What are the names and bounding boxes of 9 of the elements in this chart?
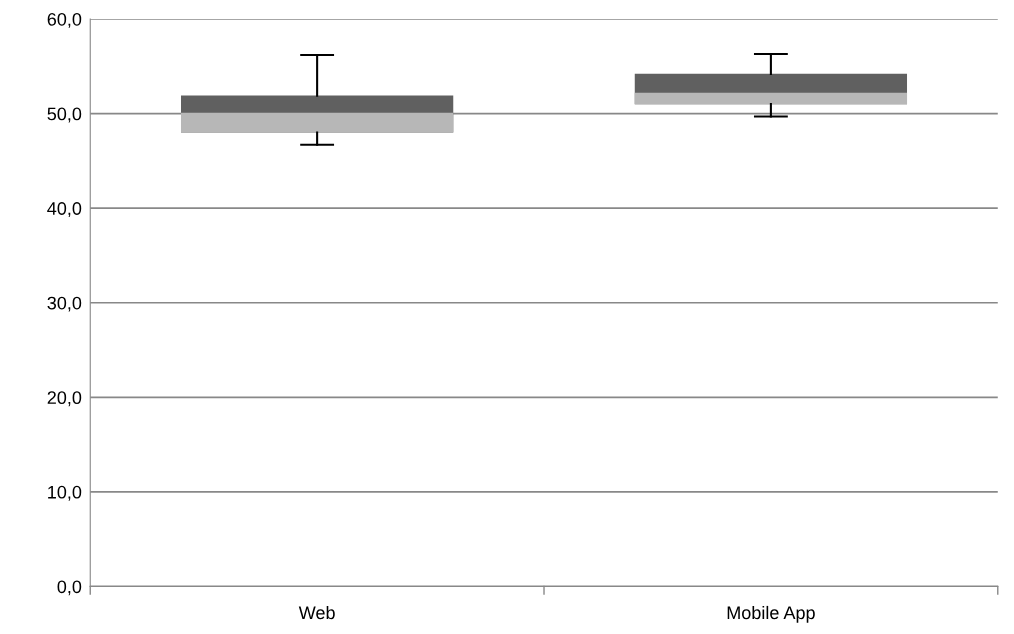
y-tick-label: 0,0 [57,580,82,596]
y-tick-label: 40,0 [47,202,82,218]
y-tick-label: 50,0 [47,107,82,123]
y-tick-label: 60,0 [47,12,82,28]
x-tick-label: Web [298,605,335,620]
y-tick-label: 10,0 [48,485,82,501]
y-tick-label: 30,0 [47,296,82,312]
y-tick-label: 20,0 [47,391,82,407]
x-tick-label: Mobile App [727,605,815,623]
